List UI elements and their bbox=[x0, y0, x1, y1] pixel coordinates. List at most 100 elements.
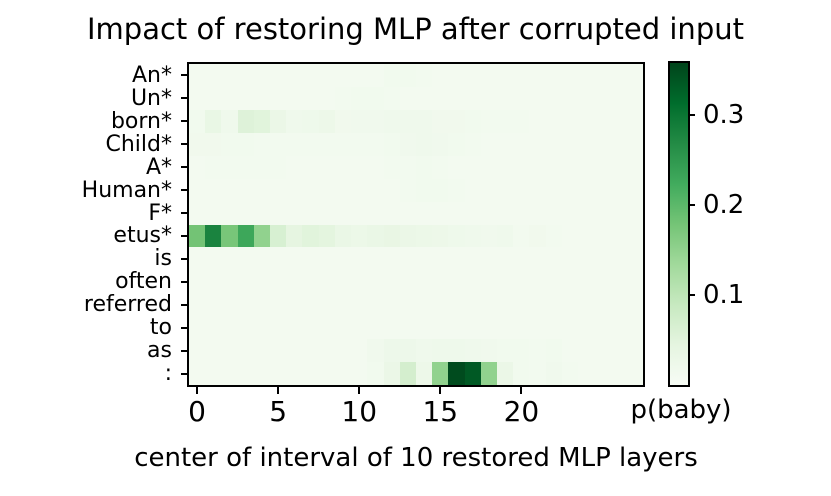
heatmap-cell bbox=[318, 132, 335, 156]
heatmap-cell bbox=[513, 178, 530, 202]
heatmap-cell bbox=[432, 270, 449, 294]
heatmap-cell bbox=[626, 155, 643, 179]
heatmap-cell bbox=[432, 86, 449, 110]
heatmap-cell bbox=[497, 86, 514, 110]
heatmap-cell bbox=[253, 86, 271, 110]
heatmap-cell bbox=[334, 201, 352, 225]
heatmap-cell bbox=[529, 293, 546, 317]
heatmap-cell bbox=[480, 86, 498, 110]
heatmap-cell bbox=[399, 316, 416, 340]
heatmap-cell bbox=[270, 270, 287, 294]
heatmap-cell bbox=[578, 178, 595, 202]
heatmap-cell bbox=[302, 132, 319, 156]
heatmap-cell bbox=[448, 86, 465, 110]
heatmap-cell bbox=[205, 109, 222, 133]
heatmap-cell bbox=[270, 132, 287, 156]
heatmap-cell bbox=[399, 155, 416, 179]
heatmap-cell bbox=[529, 132, 546, 156]
heatmap-cell bbox=[578, 132, 595, 156]
heatmap-cell bbox=[237, 270, 254, 294]
heatmap-cell bbox=[383, 247, 400, 271]
heatmap-cell bbox=[545, 64, 562, 87]
heatmap-cell bbox=[432, 64, 449, 87]
colorbar-tick-mark bbox=[688, 114, 695, 117]
heatmap-cell bbox=[432, 178, 449, 202]
heatmap-cell bbox=[253, 316, 271, 340]
heatmap-cell bbox=[464, 155, 481, 179]
heatmap-cell bbox=[286, 339, 303, 363]
heatmap-cell bbox=[334, 178, 352, 202]
heatmap-cell bbox=[237, 86, 254, 110]
heatmap-cell bbox=[351, 64, 368, 87]
y-tick-label: referred bbox=[83, 292, 172, 318]
heatmap-cell bbox=[334, 362, 352, 385]
heatmap-cell bbox=[237, 201, 254, 225]
heatmap-cell bbox=[189, 86, 206, 110]
heatmap-cell bbox=[464, 201, 481, 225]
heatmap-cell bbox=[286, 64, 303, 87]
heatmap-cell bbox=[626, 132, 643, 156]
heatmap-cell bbox=[497, 64, 514, 87]
heatmap-cell bbox=[351, 132, 368, 156]
heatmap-cell bbox=[383, 132, 400, 156]
heatmap-cell bbox=[351, 155, 368, 179]
heatmap-cell bbox=[545, 293, 562, 317]
heatmap-cell bbox=[497, 155, 514, 179]
heatmap-cell bbox=[626, 201, 643, 225]
heatmap-cell bbox=[513, 362, 530, 385]
heatmap-cell bbox=[189, 316, 206, 340]
heatmap-cell bbox=[578, 316, 595, 340]
heatmap-cell bbox=[594, 362, 611, 385]
heatmap-cell bbox=[367, 270, 384, 294]
heatmap-cell bbox=[561, 86, 579, 110]
heatmap-cell bbox=[286, 224, 303, 248]
heatmap-cell bbox=[464, 178, 481, 202]
heatmap-cell bbox=[205, 293, 222, 317]
heatmap-cell bbox=[270, 362, 287, 385]
heatmap-cell bbox=[237, 339, 254, 363]
heatmap-cell bbox=[334, 64, 352, 87]
heatmap-cell bbox=[351, 339, 368, 363]
y-tick-mark bbox=[181, 326, 189, 329]
heatmap-cell bbox=[464, 339, 481, 363]
heatmap-cell bbox=[578, 201, 595, 225]
y-tick-mark bbox=[181, 234, 189, 237]
heatmap-cell bbox=[578, 155, 595, 179]
heatmap-cell bbox=[367, 339, 384, 363]
heatmap-cell bbox=[399, 64, 416, 87]
heatmap-cell bbox=[529, 247, 546, 271]
colorbar-tick-mark bbox=[688, 204, 695, 207]
heatmap-cell bbox=[237, 224, 254, 248]
heatmap-cell bbox=[270, 86, 287, 110]
heatmap-cell bbox=[529, 224, 546, 248]
heatmap-cell bbox=[497, 132, 514, 156]
heatmap-cell bbox=[480, 201, 498, 225]
heatmap-cell bbox=[415, 362, 433, 385]
y-tick-mark bbox=[181, 372, 189, 375]
heatmap-cell bbox=[578, 86, 595, 110]
heatmap-cell bbox=[626, 362, 643, 385]
heatmap-cell bbox=[480, 155, 498, 179]
y-tick-label: : bbox=[164, 361, 172, 387]
heatmap-cell bbox=[578, 109, 595, 133]
heatmap-cell bbox=[415, 109, 433, 133]
heatmap-cell bbox=[286, 293, 303, 317]
heatmap-cell bbox=[189, 247, 206, 271]
heatmap-cell bbox=[205, 178, 222, 202]
heatmap-cell bbox=[351, 270, 368, 294]
heatmap-cell bbox=[302, 224, 319, 248]
heatmap-cell bbox=[270, 293, 287, 317]
heatmap-cell bbox=[545, 362, 562, 385]
heatmap-cell bbox=[415, 339, 433, 363]
heatmap-cell bbox=[334, 86, 352, 110]
heatmap-cell bbox=[545, 224, 562, 248]
heatmap-cell bbox=[205, 132, 222, 156]
heatmap-cell bbox=[513, 64, 530, 87]
heatmap-cell bbox=[253, 109, 271, 133]
heatmap-cell bbox=[415, 270, 433, 294]
heatmap-cell bbox=[270, 155, 287, 179]
heatmap-cell bbox=[189, 132, 206, 156]
heatmap-cell bbox=[610, 224, 627, 248]
heatmap-cell bbox=[367, 201, 384, 225]
heatmap-cell bbox=[448, 109, 465, 133]
